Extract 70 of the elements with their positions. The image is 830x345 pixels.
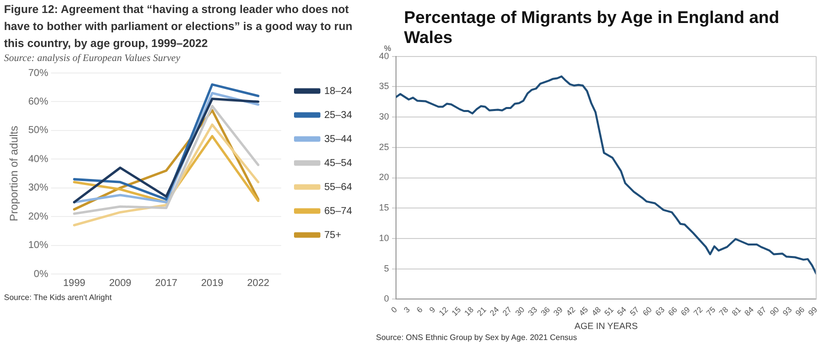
x-tick-label: 99 bbox=[806, 304, 820, 318]
x-tick-label: 33 bbox=[526, 304, 540, 318]
y-axis-title: % bbox=[384, 44, 392, 53]
x-tick-label: 69 bbox=[679, 304, 692, 318]
x-tick-label: 63 bbox=[654, 304, 667, 318]
x-tick-label: 24 bbox=[488, 304, 502, 318]
x-tick-label: 39 bbox=[552, 304, 565, 318]
x-tick-label: 54 bbox=[616, 304, 629, 318]
legend-label: 75+ bbox=[324, 230, 342, 241]
legend-label: 55–64 bbox=[324, 182, 352, 193]
y-tick-label: 0 bbox=[384, 294, 390, 304]
source-note: Source: ONS Ethnic Group by Sex by Age. 2021 Census bbox=[376, 333, 578, 342]
legend-label: 35–44 bbox=[324, 134, 352, 145]
chart-subtitle: Source: analysis of European Values Survey bbox=[4, 52, 182, 64]
x-tick-label: 21 bbox=[475, 304, 488, 318]
x-tick-label: 51 bbox=[602, 304, 616, 318]
x-tick-label: 75 bbox=[704, 304, 718, 318]
x-tick-label: 66 bbox=[666, 304, 680, 318]
y-tick-label: 35 bbox=[378, 81, 390, 92]
y-axis-title: Proportion of adults bbox=[8, 125, 21, 222]
x-tick-label: 84 bbox=[742, 304, 756, 318]
x-tick-label: 45 bbox=[577, 304, 590, 318]
x-tick-label: 12 bbox=[437, 304, 450, 318]
x-tick-label: 81 bbox=[730, 304, 744, 318]
x-tick-label: 2017 bbox=[155, 278, 178, 289]
y-tick-label: 40 bbox=[378, 50, 390, 61]
y-tick-label: 5 bbox=[384, 263, 390, 274]
x-tick-label: 2022 bbox=[247, 278, 270, 289]
source-note: Source: The Kids aren't Alright bbox=[4, 292, 113, 302]
x-tick-label: 6 bbox=[414, 304, 425, 315]
y-tick-label: 30 bbox=[378, 112, 390, 122]
chart-title: Percentage of Migrants by Age in England and Wales bbox=[404, 8, 780, 47]
y-tick-label: 10 bbox=[378, 232, 390, 243]
x-tick-label: 57 bbox=[628, 304, 642, 318]
chart-title: Figure 12: Agreement that “having a strong leader who does not have to bother with parliament or elections” is a good way to run this country, by age group, 1999–2022 bbox=[4, 3, 354, 52]
x-tick-label: 18 bbox=[462, 304, 476, 318]
y-tick-label: 15 bbox=[378, 202, 390, 213]
x-tick-label: 48 bbox=[590, 304, 604, 318]
x-tick-label: 3 bbox=[402, 304, 412, 315]
x-tick-label: 15 bbox=[450, 304, 464, 318]
x-tick-label: 9 bbox=[428, 304, 438, 315]
y-tick-label: 20 bbox=[378, 172, 390, 182]
x-tick-label: 1999 bbox=[63, 278, 86, 289]
x-tick-label: 72 bbox=[692, 304, 705, 318]
x-tick-label: 78 bbox=[717, 304, 730, 318]
x-tick-label: 90 bbox=[768, 304, 782, 318]
legend-label: 18–24 bbox=[324, 86, 352, 97]
x-tick-label: 93 bbox=[781, 304, 794, 318]
legend-label: 25–34 bbox=[324, 110, 352, 121]
x-tick-label: 30 bbox=[514, 304, 527, 318]
y-tick-label: 70% bbox=[28, 68, 48, 79]
x-tick-label: 2009 bbox=[109, 278, 132, 289]
y-tick-label: 60% bbox=[28, 96, 48, 108]
legend-label: 65–74 bbox=[324, 206, 352, 217]
y-tick-label: 25 bbox=[378, 142, 390, 152]
y-tick-label: 30% bbox=[28, 182, 48, 194]
x-tick-label: 60 bbox=[640, 304, 654, 318]
y-tick-label: 50% bbox=[28, 124, 48, 136]
x-tick-label: 36 bbox=[539, 304, 552, 318]
legend-label: 45–54 bbox=[324, 158, 352, 169]
x-tick-label: 87 bbox=[756, 304, 769, 318]
x-tick-label: 96 bbox=[794, 304, 807, 318]
y-tick-label: 10% bbox=[28, 240, 48, 251]
y-tick-label: 40% bbox=[28, 154, 48, 165]
y-tick-label: 20% bbox=[28, 211, 48, 222]
y-tick-label: 0% bbox=[34, 268, 48, 280]
x-tick-label: 2019 bbox=[201, 278, 224, 289]
x-axis-title: AGE IN YEARS bbox=[574, 321, 638, 332]
x-tick-label: 42 bbox=[564, 304, 578, 318]
x-tick-label: 27 bbox=[500, 304, 514, 318]
